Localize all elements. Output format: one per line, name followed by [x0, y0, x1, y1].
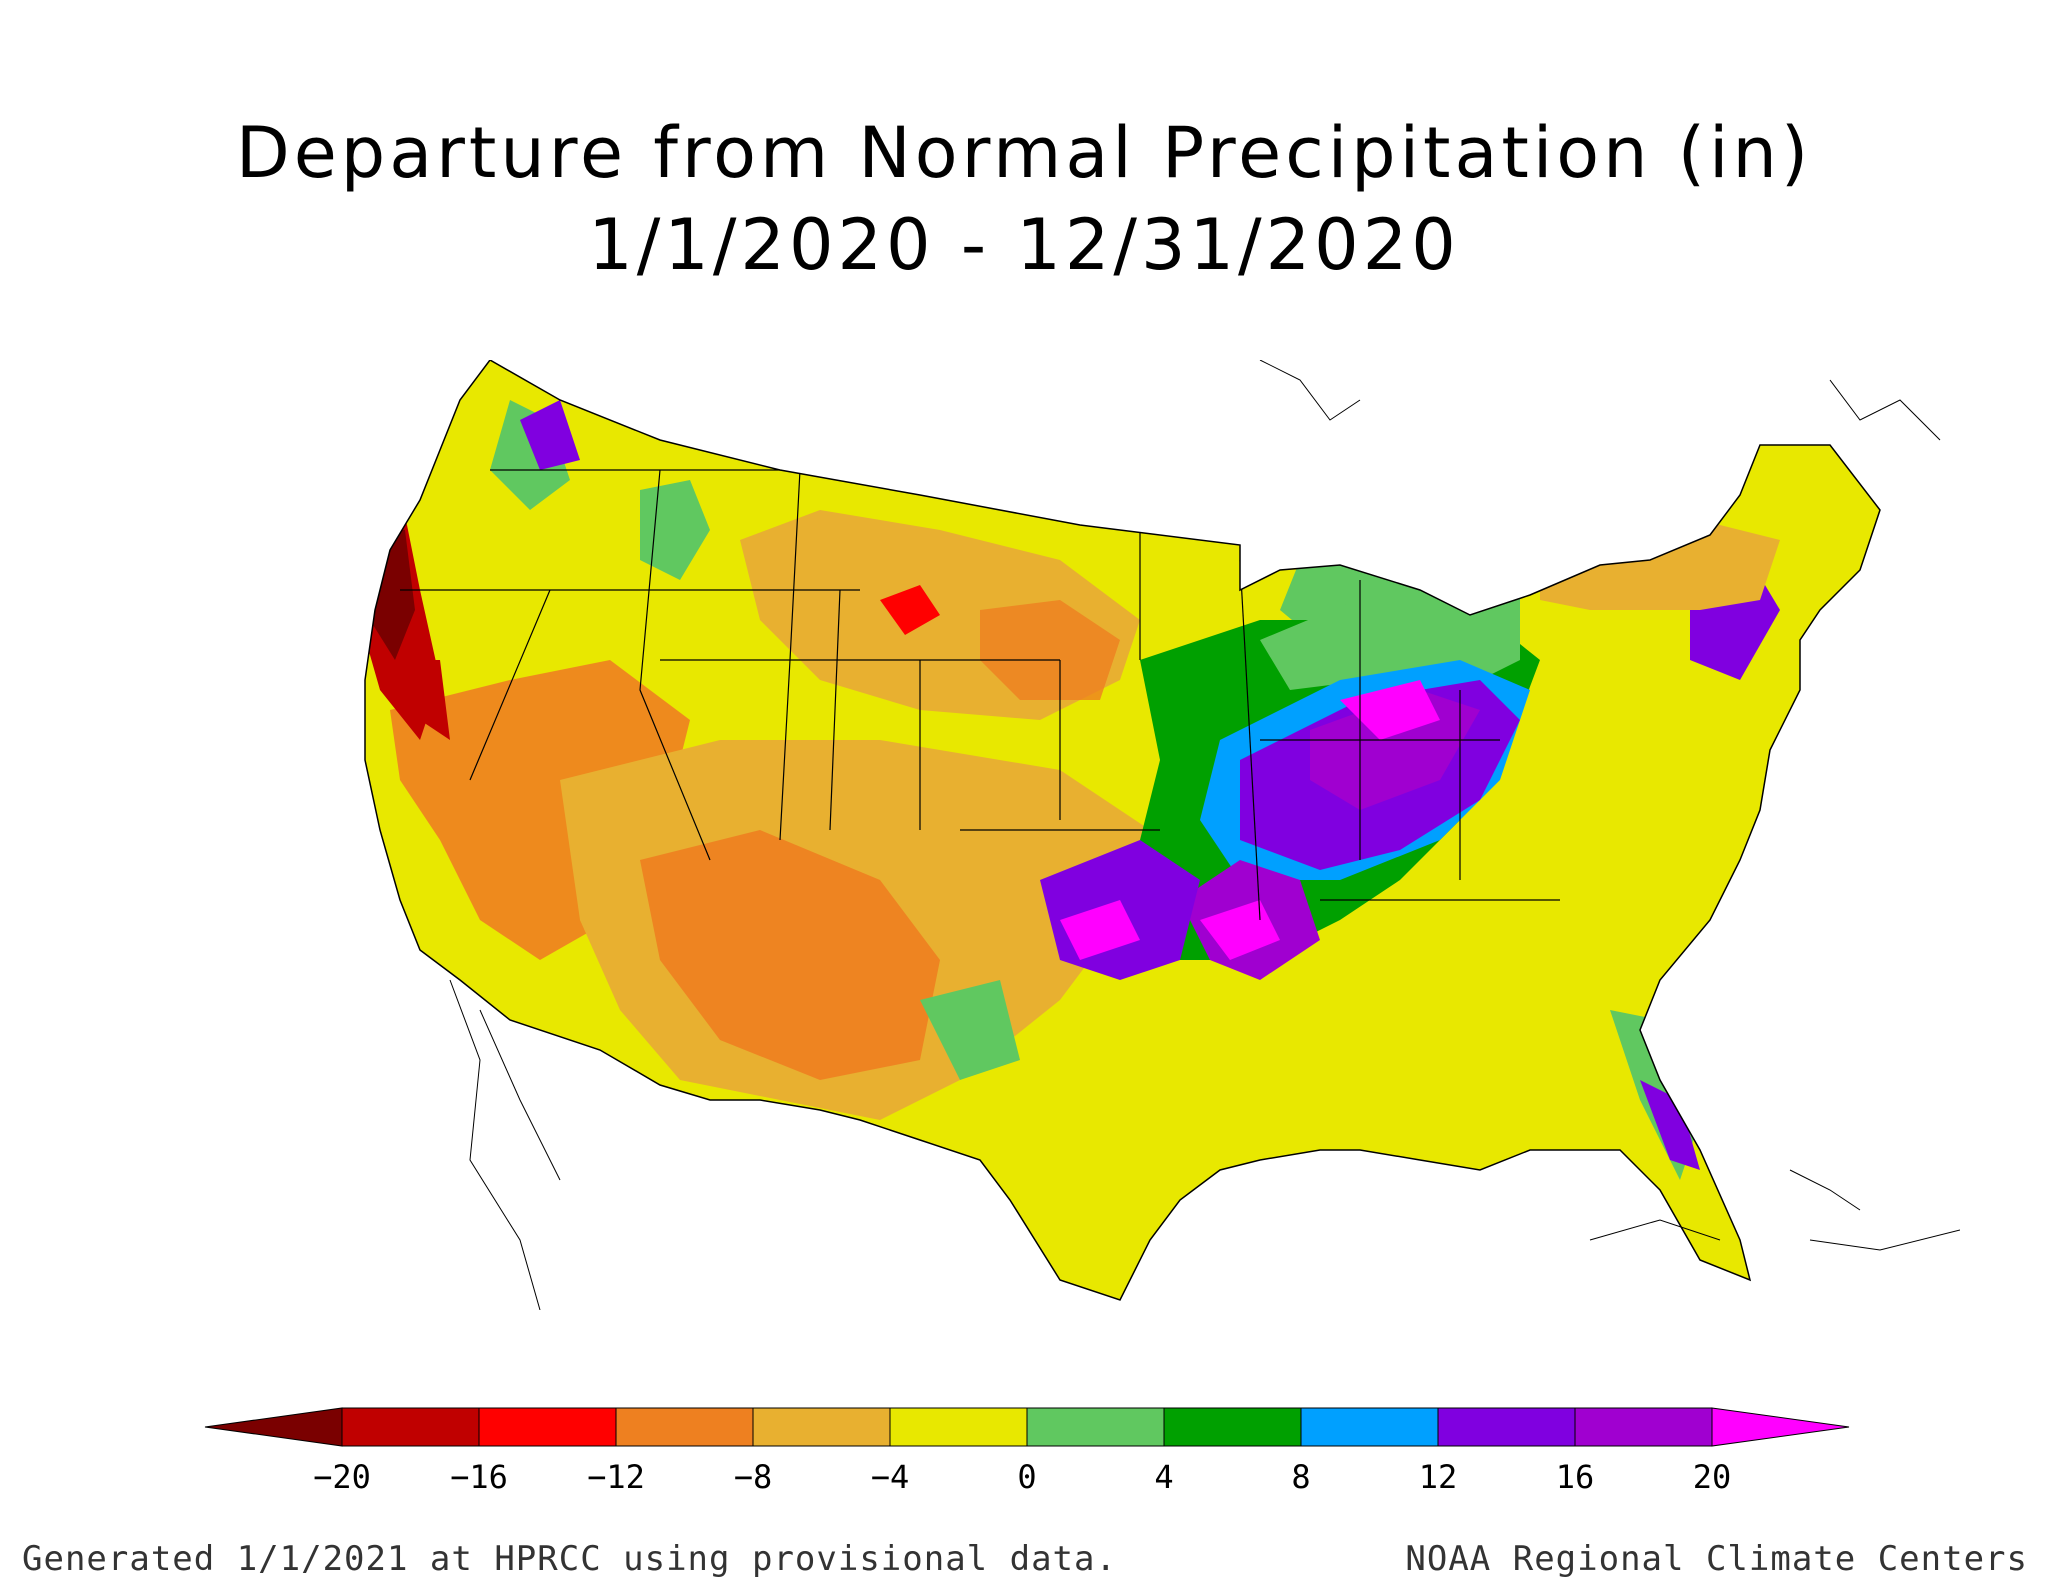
legend-swatch	[341, 1407, 480, 1447]
map-date-range: 1/1/2020 - 12/31/2020	[588, 204, 1460, 286]
legend-tick-label: 12	[1419, 1458, 1458, 1496]
legend-swatch	[889, 1407, 1028, 1447]
legend-swatch	[478, 1407, 617, 1447]
legend-swatch-above-max	[1711, 1407, 1850, 1447]
legend-tick-label: 0	[1017, 1458, 1036, 1496]
legend-swatch	[1574, 1407, 1713, 1447]
precipitation-contours	[365, 360, 1880, 1300]
map-title: Departure from Normal Precipitation (in)	[235, 112, 1813, 194]
legend-swatch	[1437, 1407, 1576, 1447]
legend-swatch-below-min	[204, 1407, 343, 1447]
legend-tick-label: −20	[313, 1458, 371, 1496]
legend-swatch	[1026, 1407, 1165, 1447]
legend-swatch	[752, 1407, 891, 1447]
legend-tick-label: −8	[734, 1458, 773, 1496]
color-legend: −20 −16 −12 −8 −4 0 4 8 12 16 20	[204, 1407, 1850, 1496]
precipitation-departure-map	[364, 360, 1960, 1310]
legend-tick-labels: −20 −16 −12 −8 −4 0 4 8 12 16 20	[313, 1458, 1731, 1496]
surrounding-coastlines	[449, 360, 1960, 1310]
legend-color-bar	[204, 1407, 1850, 1447]
legend-tick-label: 16	[1556, 1458, 1595, 1496]
credit-note: NOAA Regional Climate Centers	[1405, 1539, 2028, 1579]
legend-tick-label: −12	[587, 1458, 645, 1496]
us-outline	[364, 360, 1881, 1301]
legend-tick-label: −4	[871, 1458, 910, 1496]
generated-note: Generated 1/1/2021 at HPRCC using provis…	[22, 1539, 1117, 1579]
legend-tick-label: 8	[1291, 1458, 1310, 1496]
legend-tick-label: 20	[1693, 1458, 1732, 1496]
legend-tick-label: −16	[450, 1458, 508, 1496]
legend-swatch	[1300, 1407, 1439, 1447]
legend-swatch	[1163, 1407, 1302, 1447]
legend-swatch	[615, 1407, 754, 1447]
legend-tick-label: 4	[1154, 1458, 1173, 1496]
state-boundaries	[400, 469, 1560, 921]
